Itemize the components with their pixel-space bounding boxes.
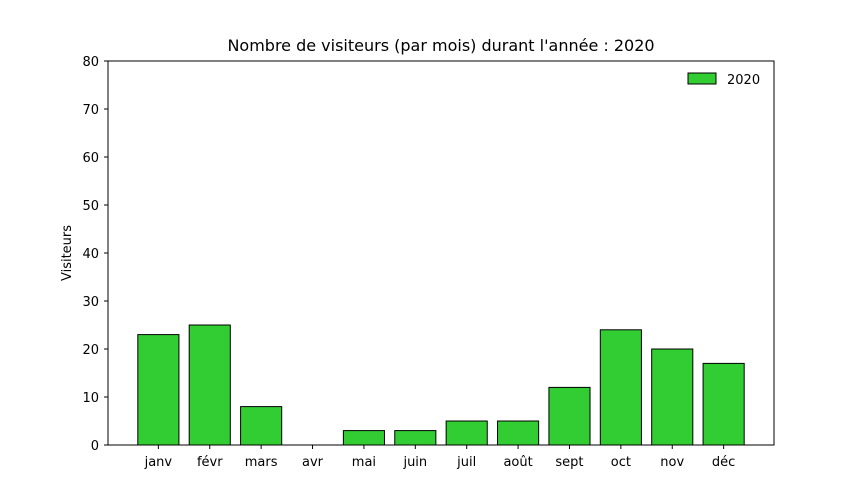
x-tick-label-oct: oct bbox=[611, 455, 631, 470]
x-tick-label-févr: févr bbox=[197, 455, 223, 470]
bar-nov bbox=[651, 348, 694, 446]
plot-area-frame bbox=[107, 60, 775, 446]
y-tick-label: 0 bbox=[91, 439, 99, 454]
bars-group bbox=[137, 324, 745, 446]
x-tick-label-déc: déc bbox=[712, 455, 735, 470]
y-tick-label: 80 bbox=[82, 55, 99, 70]
chart-title: Nombre de visiteurs (par mois) durant l'… bbox=[227, 36, 654, 55]
bar-oct bbox=[599, 329, 642, 446]
bar-mars bbox=[240, 406, 283, 446]
y-tick-label: 10 bbox=[82, 391, 99, 406]
y-axis-ticks: 0 10 20 30 40 50 60 70 80 bbox=[82, 55, 108, 454]
bar-juil bbox=[445, 420, 488, 446]
y-tick-label: 40 bbox=[82, 247, 99, 262]
y-tick-label: 20 bbox=[82, 343, 99, 358]
bar-déc bbox=[702, 362, 745, 446]
y-axis-label: Visiteurs bbox=[60, 225, 75, 281]
y-tick-label: 30 bbox=[82, 295, 99, 310]
x-tick-label-avr: avr bbox=[302, 455, 324, 470]
x-tick-label-nov: nov bbox=[660, 455, 684, 470]
x-tick-label-juil: juil bbox=[456, 455, 476, 470]
y-tick-label: 70 bbox=[82, 103, 99, 118]
bar-janv bbox=[137, 334, 180, 446]
bar-août bbox=[497, 420, 540, 446]
x-tick-label-mars: mars bbox=[245, 455, 278, 470]
bar-sept bbox=[548, 386, 591, 446]
legend: 2020 bbox=[687, 72, 760, 88]
bar-mai bbox=[342, 430, 385, 446]
legend-label: 2020 bbox=[727, 73, 760, 88]
x-tick-label-janv: janv bbox=[144, 455, 173, 470]
x-tick-label-août: août bbox=[503, 455, 532, 470]
bar-juin bbox=[394, 430, 437, 446]
bar-févr bbox=[188, 324, 231, 446]
x-axis-ticks: janv févr mars avr mai juin juil août sept oct nov… bbox=[144, 445, 735, 470]
y-tick-label: 60 bbox=[82, 151, 99, 166]
x-tick-label-sept: sept bbox=[555, 455, 583, 470]
x-tick-label-juin: juin bbox=[402, 455, 427, 470]
legend-swatch bbox=[687, 72, 717, 85]
x-tick-label-mai: mai bbox=[352, 455, 376, 470]
y-tick-label: 50 bbox=[82, 199, 99, 214]
